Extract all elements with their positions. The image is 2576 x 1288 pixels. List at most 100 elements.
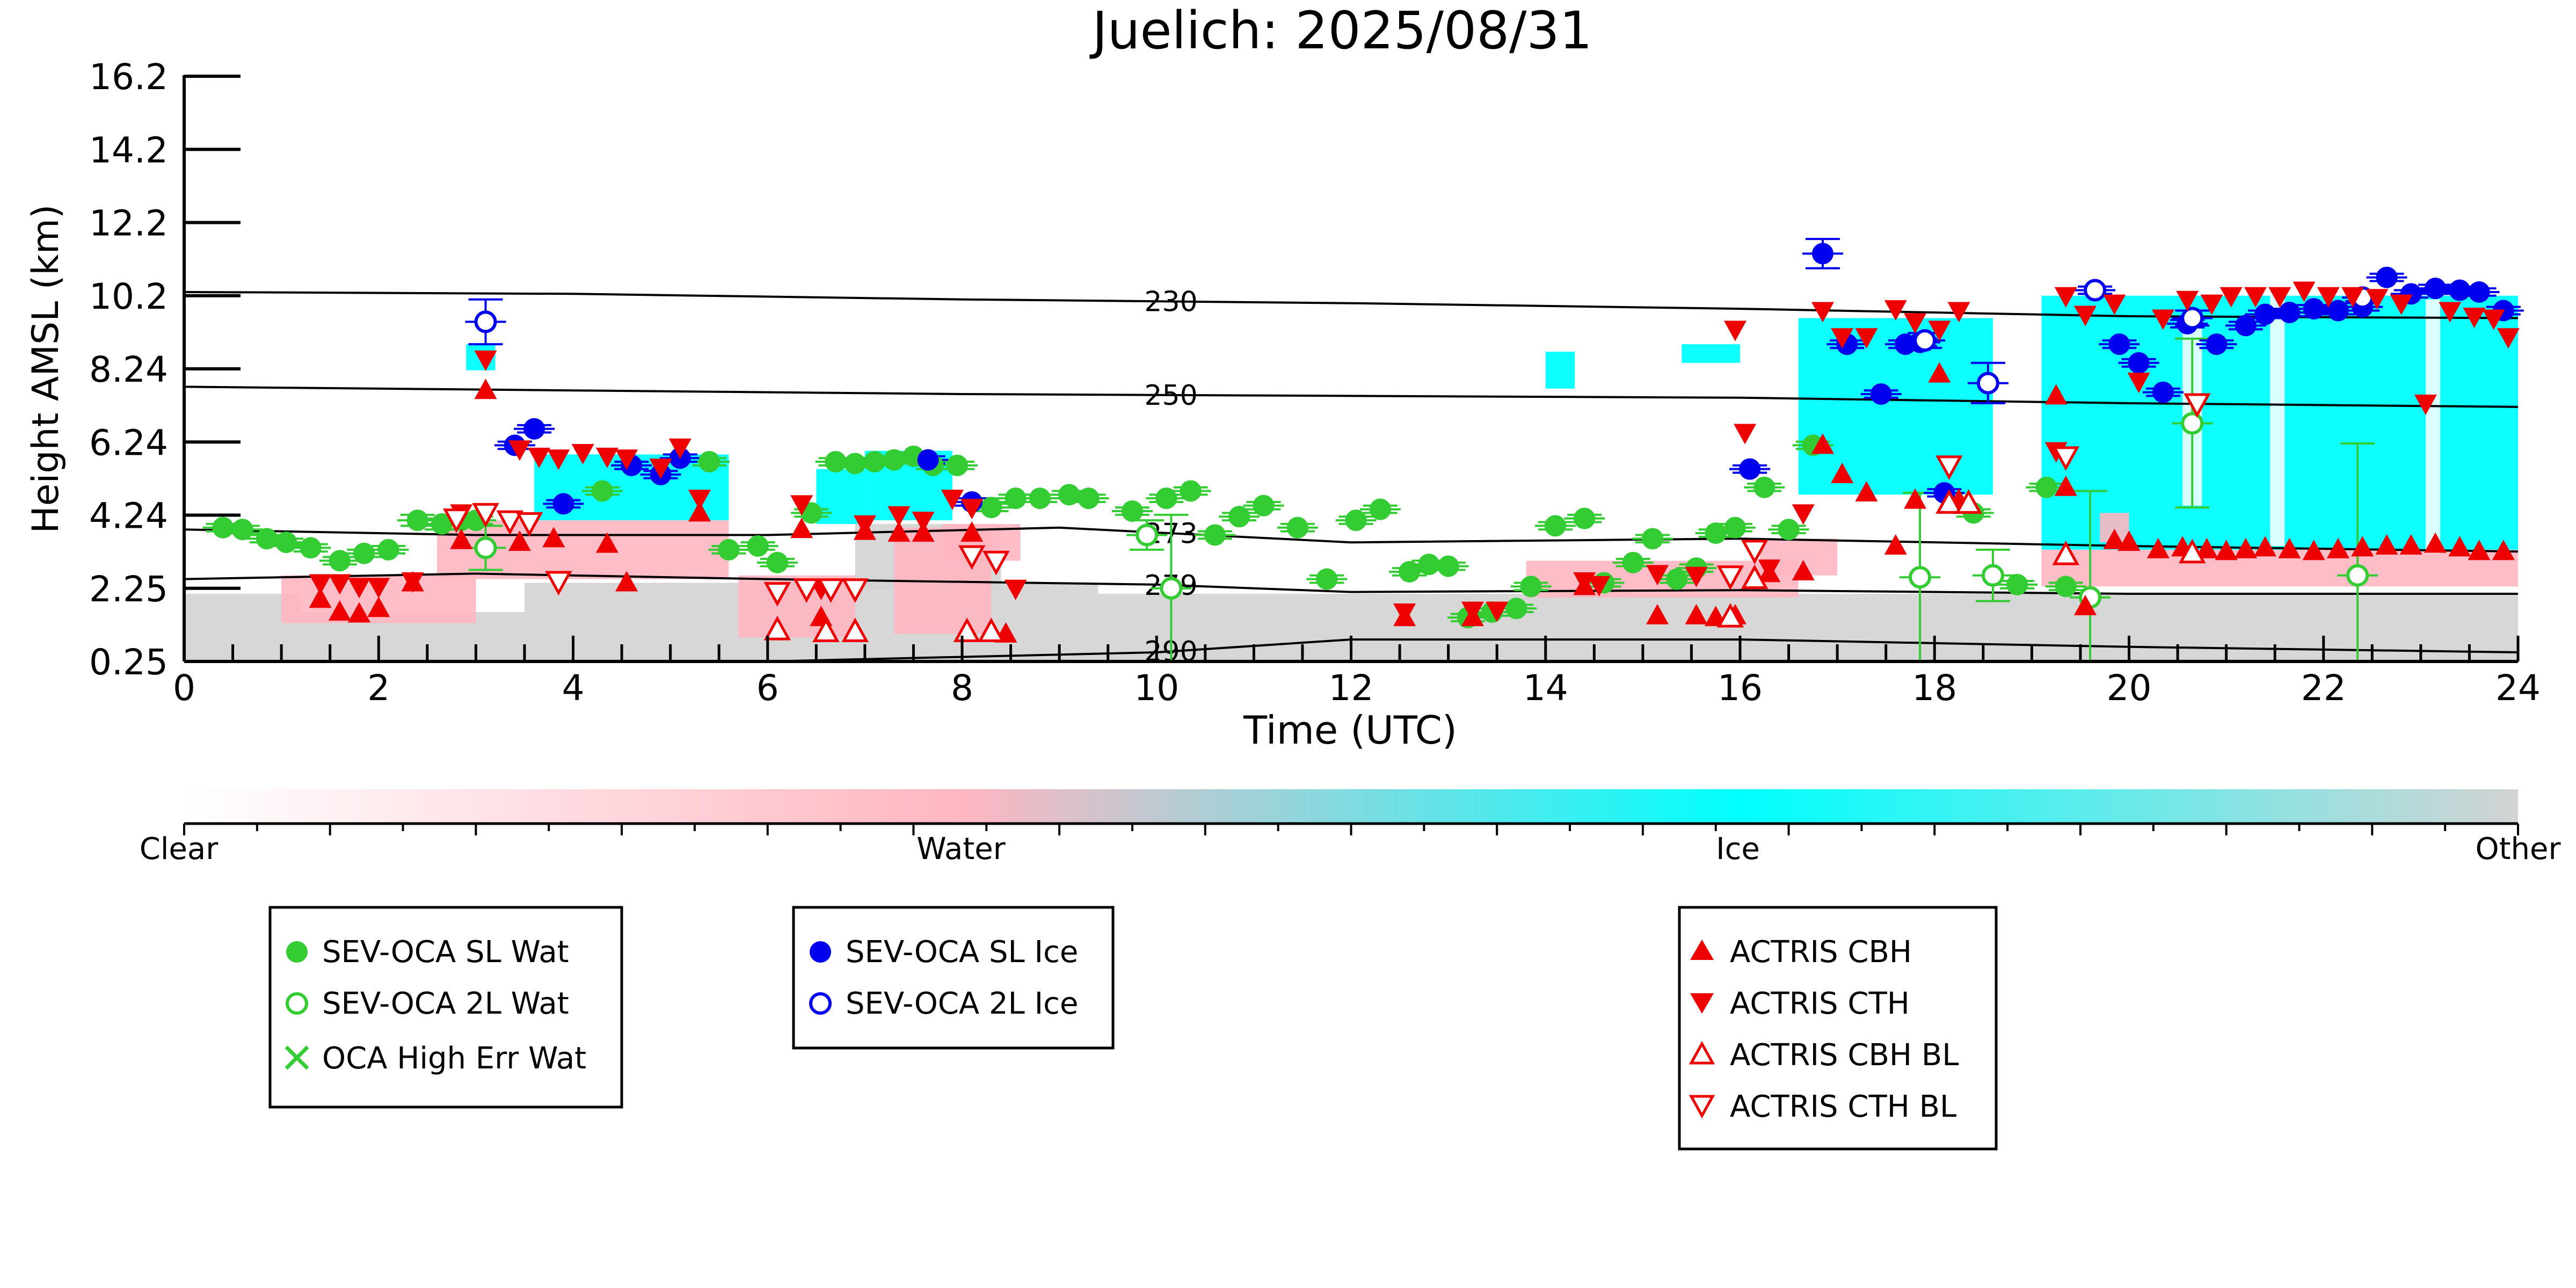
actris-cth-bl-point bbox=[792, 578, 820, 603]
mask-patch bbox=[1545, 352, 1575, 389]
mask-gap bbox=[2425, 299, 2441, 554]
actris-cth-point bbox=[571, 444, 594, 465]
y-tick-label: 16.2 bbox=[89, 56, 168, 98]
sev-oca-sl-wat-point bbox=[698, 451, 721, 473]
sev-oca-sl-wat-point bbox=[406, 510, 428, 532]
actris-cbh-point bbox=[790, 518, 813, 539]
sev-oca-sl-ice-point bbox=[2279, 302, 2301, 324]
y-tick-label: 12.2 bbox=[89, 203, 168, 244]
x-axis-label: Time (UTC) bbox=[1243, 708, 1457, 753]
actris-cbh-bl-point bbox=[1741, 564, 1769, 590]
actris-cth-point bbox=[1884, 300, 1907, 321]
sev-oca-sl-ice-point bbox=[2376, 266, 2398, 288]
actris-cth-point bbox=[367, 578, 390, 599]
actris-cbh-point bbox=[2146, 537, 2170, 558]
mask-patch bbox=[2041, 549, 2518, 587]
actris-cbh-point bbox=[688, 501, 711, 522]
actris-cbh-point bbox=[887, 521, 911, 542]
actris-cth-bl-point bbox=[2052, 446, 2080, 471]
actris-cth-point bbox=[328, 574, 351, 595]
actris-cbh-point bbox=[508, 530, 531, 551]
actris-cbh-bl-point bbox=[2178, 539, 2206, 564]
actris-cbh-point bbox=[348, 602, 371, 623]
actris-cth-point bbox=[595, 447, 618, 468]
legend-marker-cbh-bl bbox=[1689, 1040, 1715, 1065]
sev-oca-sl-wat-point bbox=[231, 519, 253, 541]
y-tick-label: 8.24 bbox=[89, 349, 168, 390]
sev-oca-sl-wat-point bbox=[431, 513, 453, 535]
actris-cth-bl-point bbox=[1935, 455, 1963, 481]
actris-cth-bl-point bbox=[442, 508, 470, 533]
actris-cth-point bbox=[2103, 294, 2126, 315]
legend-actris: ACTRIS CBH ACTRIS CTH ACTRIS CBH BL ACTR… bbox=[1678, 906, 1998, 1151]
sev-oca-sl-wat-point bbox=[718, 539, 740, 561]
chart-title: Juelich: 2025/08/31 bbox=[1089, 1, 1592, 61]
sev-oca-sl-wat-point bbox=[1666, 568, 1688, 590]
sev-oca-sl-wat-point bbox=[212, 516, 234, 539]
legend-label-cth-bl: ACTRIS CTH BL bbox=[1730, 1089, 1956, 1124]
actris-cth-point bbox=[1588, 576, 1611, 596]
legend-marker-high-err-wat bbox=[285, 1045, 309, 1070]
actris-cth-bl-point bbox=[817, 578, 845, 603]
actris-cth-point bbox=[508, 440, 531, 461]
contour-line-230 bbox=[184, 290, 2519, 319]
actris-cth-bl-point bbox=[472, 503, 499, 528]
mask-gap bbox=[2270, 295, 2285, 547]
sev-oca-sl-wat-point bbox=[844, 453, 866, 475]
actris-cbh-bl-point bbox=[1935, 489, 1963, 514]
actris-cth-point bbox=[348, 578, 371, 599]
actris-cth-point bbox=[1792, 504, 1815, 525]
actris-cth-point bbox=[1758, 559, 1781, 580]
sev-oca-sl-ice-point bbox=[523, 418, 545, 440]
sev-oca-2l-ice-point bbox=[1976, 372, 1999, 395]
sev-oca-sl-wat-point bbox=[1705, 522, 1727, 544]
actris-cbh-bl-point bbox=[1955, 489, 1982, 514]
actris-cbh-point bbox=[2103, 528, 2126, 549]
x-tick-label: 18 bbox=[1912, 667, 1957, 709]
x-tick-label: 24 bbox=[2495, 667, 2541, 709]
actris-cbh-point bbox=[1855, 481, 1878, 501]
actris-cth-point bbox=[688, 490, 711, 511]
sev-oca-sl-wat-point bbox=[353, 542, 375, 564]
x-tick-label: 4 bbox=[562, 667, 585, 709]
legend-label-sl-ice: SEV-OCA SL Ice bbox=[846, 935, 1078, 970]
sev-oca-sl-wat-point bbox=[1345, 510, 1367, 532]
legend-actris-box bbox=[1678, 906, 1998, 1151]
legend-label-2l-ice: SEV-OCA 2L Ice bbox=[846, 986, 1078, 1021]
actris-cth-point bbox=[615, 449, 638, 470]
legend-marker-cth-bl bbox=[1689, 1095, 1715, 1119]
y-tick-label: 10.2 bbox=[89, 276, 168, 317]
actris-cbh-point bbox=[367, 596, 390, 617]
sev-oca-sl-ice-point bbox=[2468, 281, 2490, 303]
actris-cth-point bbox=[1831, 328, 1854, 349]
actris-cbh-bl-point bbox=[2052, 540, 2080, 565]
actris-cbh-point bbox=[1831, 462, 1854, 483]
x-tick-label: 14 bbox=[1523, 667, 1568, 709]
sev-oca-sl-wat-point bbox=[2035, 476, 2057, 498]
sev-oca-sl-wat-point bbox=[863, 451, 885, 473]
actris-cbh-point bbox=[328, 600, 351, 621]
y-axis-label: Height AMSL (km) bbox=[25, 205, 67, 534]
actris-cbh-point bbox=[2044, 384, 2068, 405]
sev-oca-sl-ice-point bbox=[2235, 315, 2257, 337]
sev-oca-2l-wat-point bbox=[474, 536, 497, 559]
sev-oca-sl-wat-point bbox=[2055, 576, 2077, 598]
actris-cth-point bbox=[941, 490, 964, 511]
actris-cth-point bbox=[649, 459, 672, 479]
actris-cth-point bbox=[2463, 307, 2486, 328]
sev-oca-sl-ice-point bbox=[2425, 278, 2447, 300]
actris-cbh-point bbox=[2448, 536, 2471, 557]
sev-oca-sl-wat-point bbox=[1574, 507, 1596, 529]
sev-oca-sl-wat-point bbox=[1418, 554, 1440, 576]
actris-cth-point bbox=[1928, 321, 1951, 341]
y-tick-label: 0.25 bbox=[89, 642, 168, 683]
actris-cbh-point bbox=[1792, 559, 1815, 580]
actris-cbh-point bbox=[2375, 534, 2398, 555]
sev-oca-sl-wat-point bbox=[980, 497, 1002, 519]
actris-cth-bl-point bbox=[1741, 540, 1769, 565]
sev-oca-2l-wat-point bbox=[1981, 564, 2004, 587]
actris-cth-bl-point bbox=[545, 571, 572, 596]
x-tick-label: 22 bbox=[2301, 667, 2346, 709]
sev-oca-sl-wat-point bbox=[1253, 494, 1275, 516]
